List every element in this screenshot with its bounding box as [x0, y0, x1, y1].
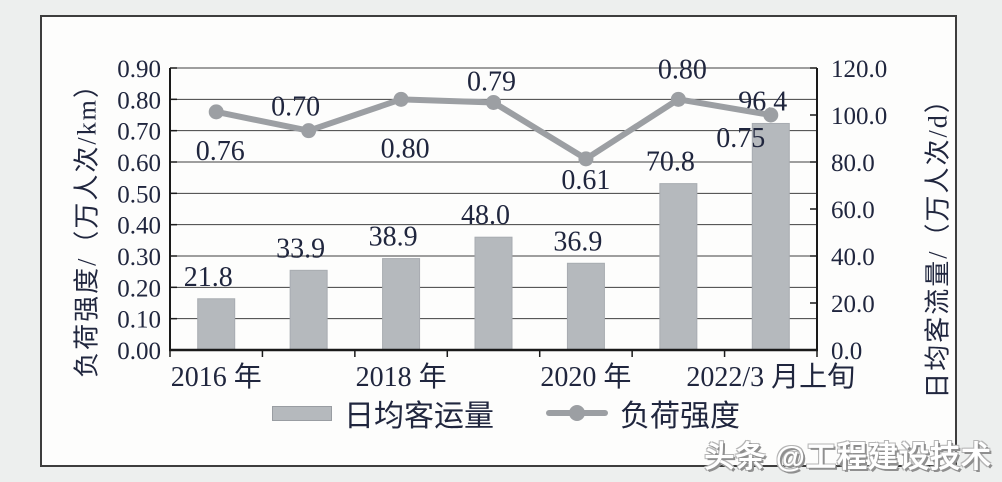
- left-tick-label: 0.50: [117, 181, 161, 208]
- line-point-marker: [301, 123, 317, 139]
- bar-data-label: 48.0: [461, 200, 510, 231]
- x-axis-label: 2018 年: [356, 361, 447, 393]
- right-tick-label: 0.0: [831, 338, 862, 365]
- bar: [659, 183, 698, 351]
- left-tick-label: 0.70: [117, 119, 161, 146]
- bar-data-label: 70.8: [646, 147, 695, 178]
- bar-data-label: 38.9: [369, 222, 418, 253]
- line-point-marker: [208, 104, 224, 120]
- bar: [751, 122, 790, 351]
- right-tick-label: 120.0: [831, 56, 887, 83]
- line-data-label: 0.70: [271, 92, 320, 123]
- bar-data-label: 33.9: [276, 233, 325, 264]
- line-data-label: 0.61: [561, 165, 610, 196]
- left-tick-label: 0.40: [117, 213, 161, 240]
- line-data-label: 0.79: [467, 66, 516, 97]
- bar-data-label: 36.9: [553, 226, 602, 257]
- bar-data-labels: 21.833.9 38.948.036.970.896.4: [184, 86, 788, 292]
- line-point-marker: [578, 151, 594, 167]
- legend-label-bar-series: 日均客运量: [344, 400, 494, 433]
- legend: 日均客运量 负荷强度: [272, 394, 740, 433]
- right-tick-label: 80.0: [831, 150, 875, 177]
- right-tick-label: 40.0: [831, 244, 875, 271]
- line-data-label: 0.80: [658, 54, 707, 85]
- left-tick-label: 0.30: [117, 244, 161, 271]
- right-tick-label: 100.0: [831, 103, 887, 130]
- line-point-marker: [393, 91, 409, 107]
- left-tick-label: 0.80: [117, 87, 161, 114]
- toutiao-watermark: 头条 @工程建设技术: [704, 441, 992, 474]
- x-axis-label: 2020 年: [540, 361, 631, 393]
- right-tick-label: 60.0: [831, 197, 875, 224]
- y-axis-right-tick-labels: 0.0 20.0 40.0 60.0 80.0 100.0 120.0: [831, 56, 887, 365]
- right-tick-label: 20.0: [831, 291, 875, 318]
- line-swatch-marker: [569, 405, 585, 421]
- line-data-label: 0.75: [716, 123, 765, 154]
- bar: [197, 298, 236, 351]
- legend-label-line-series: 负荷强度: [620, 400, 740, 433]
- x-axis-label: 2016 年: [171, 361, 262, 393]
- bar: [566, 262, 605, 351]
- left-tick-label: 0.90: [117, 56, 161, 83]
- bar: [289, 269, 328, 351]
- bar-series: [197, 122, 790, 351]
- line-data-labels: 0.76 0.70 0.80 0.79 0.61 0.80 0.75: [196, 54, 766, 196]
- bar: [382, 258, 421, 351]
- x-axis-labels: 2016 年 2018 年 2020 年 2022/3 月上旬: [171, 361, 855, 393]
- right-axis-title: 日均客流量/（万人次/d）: [923, 85, 953, 399]
- gridlines: [170, 67, 817, 320]
- line-series-swatch-icon: [546, 404, 608, 422]
- line-point-marker: [763, 107, 779, 123]
- line-point-marker: [670, 91, 686, 107]
- left-axis-title: 负荷强度/（万人次/km）: [72, 70, 102, 378]
- tick-marks: [169, 67, 818, 357]
- line-point-marker: [486, 94, 501, 110]
- x-axis-label: 2022/3 月上旬: [686, 361, 855, 393]
- left-tick-label: 0.00: [117, 338, 161, 365]
- left-tick-label: 0.10: [117, 307, 161, 334]
- left-tick-label: 0.20: [117, 275, 161, 302]
- line-data-label: 0.80: [381, 133, 430, 164]
- line-data-label: 0.76: [196, 136, 245, 167]
- bar: [474, 236, 513, 351]
- bar-data-label: 21.8: [184, 262, 233, 293]
- left-tick-label: 0.60: [117, 150, 161, 177]
- y-axis-left-tick-labels: 0.00 0.10 0.20 0.30 0.40 0.50 0.60 0.70 0.80 0.90: [117, 56, 161, 365]
- line-series: [208, 91, 779, 167]
- bar-series-swatch-icon: [272, 405, 332, 421]
